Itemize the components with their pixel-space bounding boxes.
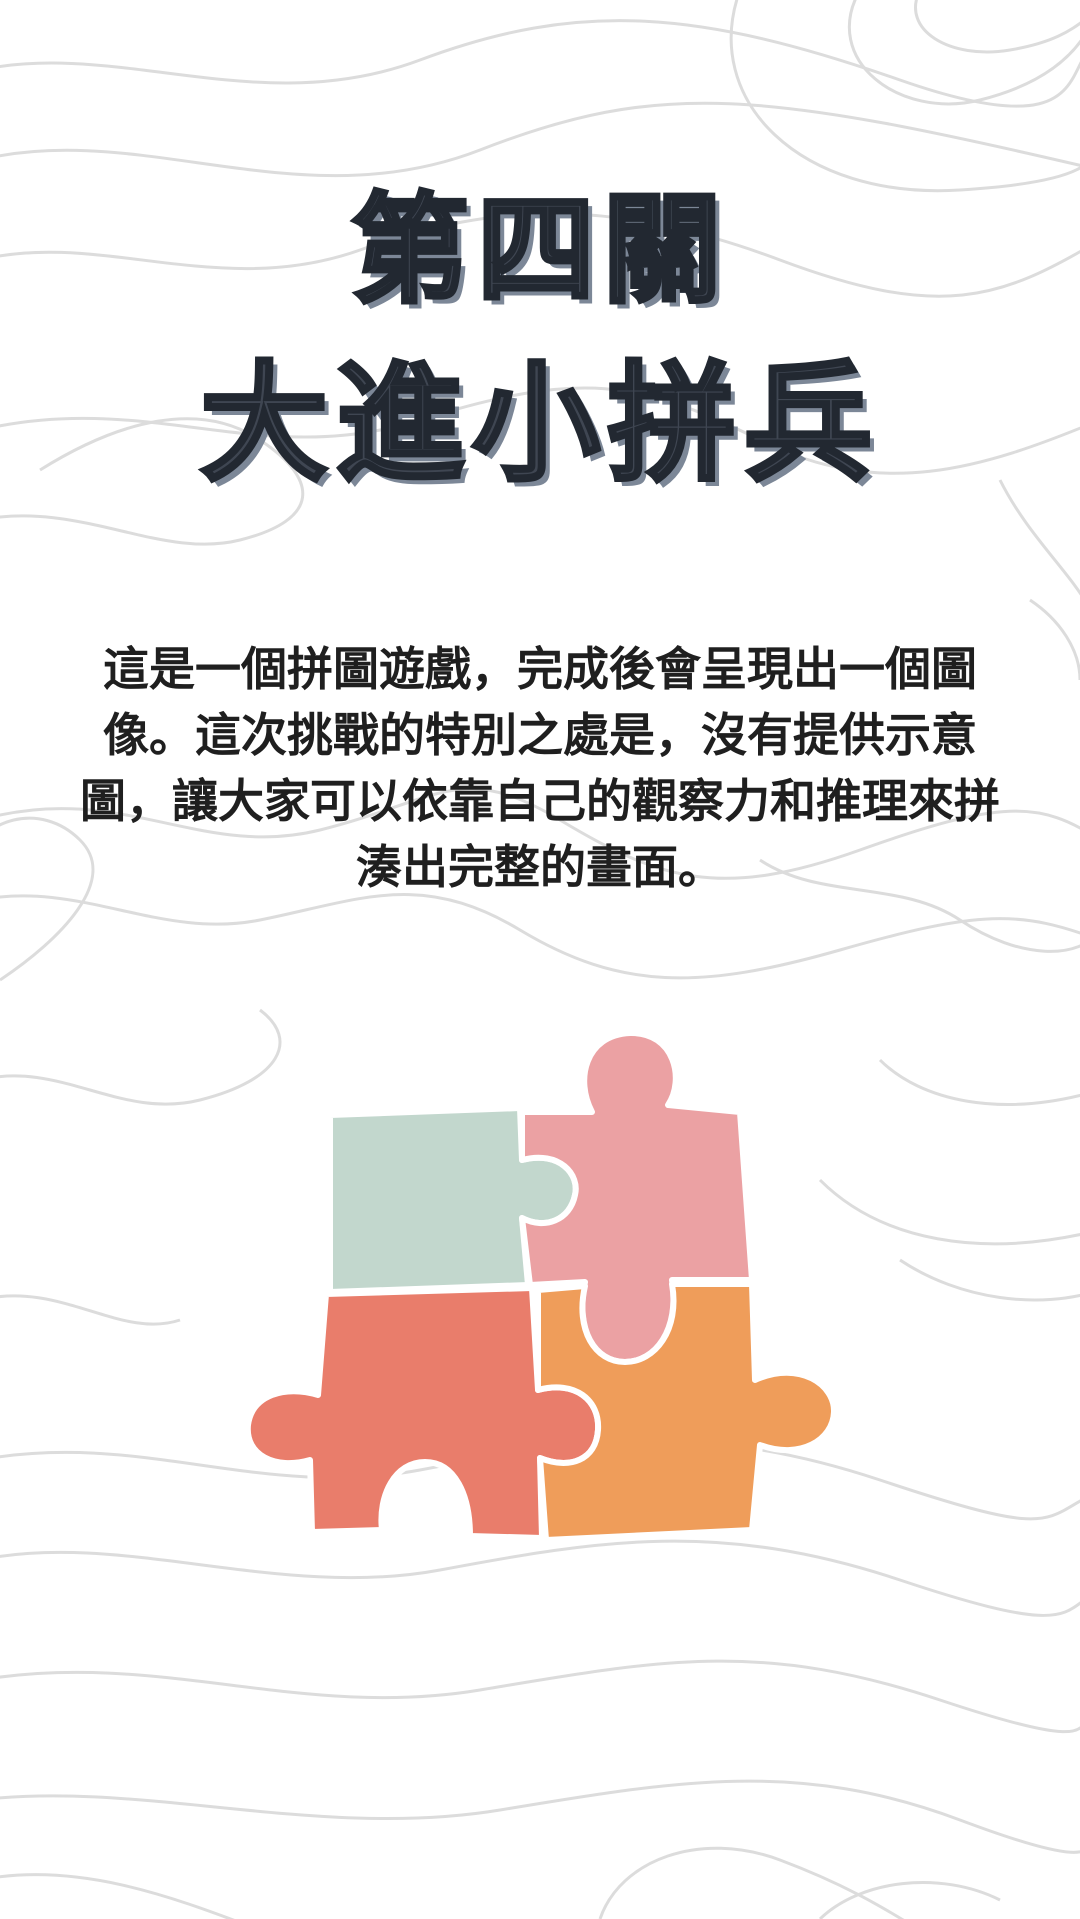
puzzle-pieces-icon (244, 1029, 838, 1543)
level-title: 第四關 (349, 179, 729, 321)
game-name-title: 大進小拼兵 (198, 348, 880, 501)
puzzle-piece-orange (535, 1281, 838, 1543)
game-description: 這是一個拼圖遊戲，完成後會呈現出一個圖像。這次挑戰的特別之處是，沒有提供示意圖，… (80, 642, 1000, 894)
